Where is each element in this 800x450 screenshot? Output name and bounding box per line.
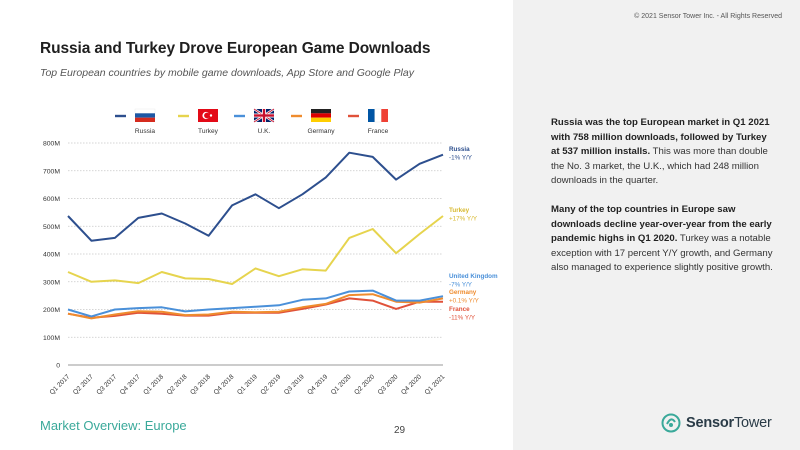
x-tick-label: Q4 2018 xyxy=(213,373,236,396)
x-tick-label: Q2 2018 xyxy=(166,373,189,396)
x-tick-label: Q1 2020 xyxy=(330,373,353,396)
x-tick-label: Q1 2019 xyxy=(236,373,259,396)
end-label-name: France xyxy=(449,306,470,313)
series-lines xyxy=(67,151,444,320)
series-line-russia xyxy=(67,151,444,242)
legend-label: France xyxy=(368,128,389,135)
legend-item: U.K. xyxy=(234,107,275,135)
end-label-yoy: +17% Y/Y xyxy=(449,216,478,223)
grid-lines xyxy=(68,142,443,366)
commentary-p1-bold: Russia was the top European market in Q1… xyxy=(551,117,770,158)
copyright-text: © 2021 Sensor Tower Inc. - All Rights Re… xyxy=(634,13,782,20)
end-label: Germany +0.1% Y/Y xyxy=(449,289,480,305)
y-axis-ticks: 0 100M 200M 300M 400M 500M 600M 700M 800M xyxy=(43,141,60,370)
x-tick-label: Q3 2018 xyxy=(189,373,212,396)
legend-label: Russia xyxy=(135,128,155,135)
legend-item: France xyxy=(348,108,389,135)
y-tick-label: 100M xyxy=(43,335,60,342)
legend-item: Russia xyxy=(115,108,156,135)
germany-flag-icon xyxy=(311,109,331,122)
commentary-p2-bold: Many of the top countries in Europe saw … xyxy=(551,203,772,245)
end-label-name: Turkey xyxy=(449,207,470,214)
legend-label: Germany xyxy=(307,128,335,135)
end-label-name: United Kingdom xyxy=(449,273,498,280)
page-subtitle: Top European countries by mobile game do… xyxy=(40,67,414,79)
legend-label: Turkey xyxy=(198,128,219,135)
y-tick-label: 0 xyxy=(56,363,60,370)
logo-text: SensorTower xyxy=(686,415,772,431)
commentary-panel xyxy=(513,0,800,450)
legend-label: U.K. xyxy=(258,128,271,135)
page-number: 29 xyxy=(394,425,406,436)
y-tick-label: 600M xyxy=(43,196,60,203)
legend-item: Turkey xyxy=(178,109,219,135)
end-label-name: Germany xyxy=(449,289,477,296)
commentary-p1-rest: This was more than double the No. 3 mark… xyxy=(551,146,768,187)
end-label: United Kingdom -7% Y/Y xyxy=(449,273,498,289)
end-label: Turkey +17% Y/Y xyxy=(449,207,478,223)
russia-flag-icon xyxy=(134,108,156,122)
x-tick-label: Q2 2019 xyxy=(260,373,283,396)
x-tick-label: Q1 2021 xyxy=(424,373,447,396)
legend-item: Germany xyxy=(291,109,335,135)
commentary-paragraph-1: Russia was the top European market in Q1… xyxy=(551,116,773,189)
x-tick-label: Q2 2020 xyxy=(353,373,376,396)
x-tick-label: Q4 2019 xyxy=(306,373,329,396)
end-label: Russia -1% Y/Y xyxy=(449,146,473,162)
x-tick-label: Q3 2020 xyxy=(377,373,400,396)
y-tick-label: 200M xyxy=(43,307,60,314)
x-tick-label: Q3 2019 xyxy=(283,373,306,396)
x-tick-label: Q4 2020 xyxy=(400,373,423,396)
x-axis-ticks: Q1 2017 Q2 2017 Q3 2017 Q4 2017 Q1 2018 Q2 20… xyxy=(49,373,447,396)
y-tick-label: 700M xyxy=(43,168,60,175)
section-label: Market Overview: Europe xyxy=(40,418,187,433)
turkey-flag-icon xyxy=(198,109,218,122)
uk-flag-icon xyxy=(253,107,275,124)
series-line-germany xyxy=(67,293,444,320)
sensor-tower-logo: SensorTower xyxy=(661,413,772,433)
x-tick-label: Q1 2017 xyxy=(49,373,72,396)
end-label-yoy: +0.1% Y/Y xyxy=(449,298,480,305)
end-label-yoy: -7% Y/Y xyxy=(449,282,473,289)
page-title: Russia and Turkey Drove European Game Do… xyxy=(40,40,431,57)
france-flag-icon xyxy=(368,108,388,123)
x-tick-label: Q3 2017 xyxy=(95,373,118,396)
commentary-p2-rest: Turkey was a notable exception with 17 p… xyxy=(551,233,773,274)
legend: Russia Turkey U.K. Germany France xyxy=(115,107,389,135)
end-label-yoy: -11% Y/Y xyxy=(449,315,476,322)
commentary-text: Russia was the top European market in Q1… xyxy=(551,116,773,290)
commentary-paragraph-2: Many of the top countries in Europe saw … xyxy=(551,203,773,276)
y-tick-label: 300M xyxy=(43,279,60,286)
sensor-tower-logo-icon xyxy=(661,413,681,433)
end-label: France -11% Y/Y xyxy=(449,306,476,322)
x-tick-label: Q2 2017 xyxy=(72,373,95,396)
end-label-yoy: -1% Y/Y xyxy=(449,155,473,162)
end-label-name: Russia xyxy=(449,146,470,153)
line-chart: 0 100M 200M 300M 400M 500M 600M 700M 800M Q1 201… xyxy=(43,107,498,396)
x-tick-label: Q1 2018 xyxy=(142,373,165,396)
x-tick-label: Q4 2017 xyxy=(119,373,142,396)
y-tick-label: 500M xyxy=(43,224,60,231)
series-line-uk xyxy=(67,289,444,318)
y-tick-label: 400M xyxy=(43,252,60,259)
end-labels: Russia -1% Y/Y Turkey +17% Y/Y United Kingdo… xyxy=(449,146,498,322)
series-line-turkey xyxy=(67,215,444,285)
logo-text-bold: Sensor xyxy=(686,415,734,431)
y-tick-label: 800M xyxy=(43,141,60,148)
logo-text-light: Tower xyxy=(733,415,772,431)
